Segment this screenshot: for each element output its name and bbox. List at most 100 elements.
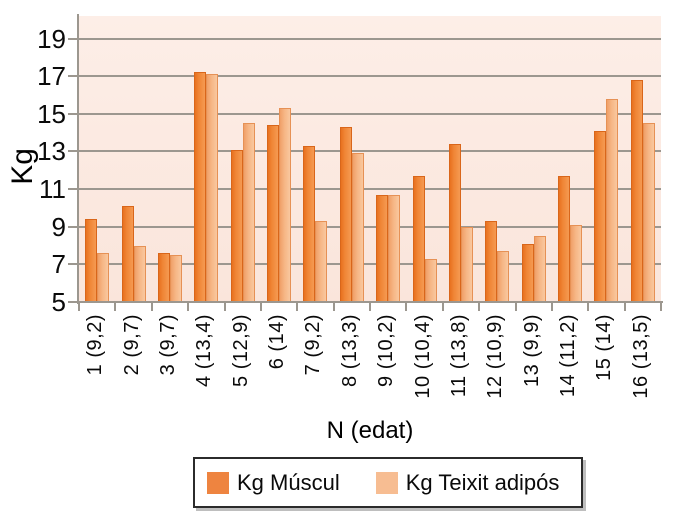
y-tick-11 xyxy=(68,188,78,191)
bar-adipos-15 xyxy=(606,98,619,302)
gridline-13 xyxy=(79,150,661,153)
bar-muscul-1 xyxy=(85,219,98,302)
y-tick-label-7: 7 xyxy=(51,249,66,280)
bar-adipos-1 xyxy=(97,253,110,302)
bar-adipos-7 xyxy=(315,221,328,302)
bar-adipos-2 xyxy=(133,245,146,302)
legend-label-muscul: Kg Múscul xyxy=(237,469,340,495)
x-tick-label-6: 6 (14) xyxy=(266,314,289,370)
bar-muscul-8 xyxy=(339,127,352,302)
y-axis-line xyxy=(77,14,79,304)
plot-area xyxy=(79,16,661,302)
x-tick-label-12: 12 (10,9) xyxy=(484,314,507,399)
gridline-15 xyxy=(79,112,661,115)
y-tick-9 xyxy=(68,225,78,228)
y-tick-label-9: 9 xyxy=(51,211,66,242)
x-tick-15 xyxy=(623,302,626,311)
y-tick-label-13: 13 xyxy=(37,136,66,167)
bar-muscul-14 xyxy=(558,175,571,302)
bar-adipos-11 xyxy=(460,226,473,302)
bar-adipos-4 xyxy=(206,74,219,302)
x-tick-6 xyxy=(296,302,299,311)
x-tick-label-13: 13 (9,9) xyxy=(520,314,543,387)
gridline-19 xyxy=(79,37,661,40)
y-tick-7 xyxy=(68,263,78,266)
x-tick-label-14: 14 (11,2) xyxy=(557,314,580,398)
legend: Kg Múscul Kg Teixit adipós xyxy=(193,457,583,508)
x-tick-9 xyxy=(405,302,408,311)
muscul-swatch-icon xyxy=(207,471,229,494)
x-tick-label-7: 7 (9,2) xyxy=(302,314,325,376)
bar-muscul-4 xyxy=(194,72,207,302)
x-tick-5 xyxy=(259,302,262,311)
legend-label-adipos: Kg Teixit adipós xyxy=(405,469,560,495)
x-tick-16 xyxy=(660,302,662,311)
bar-adipos-13 xyxy=(533,236,546,302)
x-tick-14 xyxy=(587,302,590,311)
x-tick-12 xyxy=(514,302,517,311)
y-tick-19 xyxy=(68,37,78,40)
y-tick-label-19: 19 xyxy=(37,23,66,54)
y-tick-13 xyxy=(68,150,78,153)
y-tick-15 xyxy=(68,112,78,115)
gridline-9 xyxy=(79,225,661,228)
x-tick-label-4: 4 (13,4) xyxy=(193,314,216,387)
bar-muscul-16 xyxy=(630,79,643,302)
bar-muscul-12 xyxy=(485,221,498,302)
x-tick-4 xyxy=(223,302,226,311)
x-tick-label-3: 3 (9,7) xyxy=(156,314,179,376)
x-tick-label-1: 1 (9,2) xyxy=(84,314,107,376)
x-tick-2 xyxy=(150,302,153,311)
x-tick-label-16: 16 (13,5) xyxy=(629,314,652,399)
bar-muscul-2 xyxy=(121,206,134,302)
x-tick-11 xyxy=(478,302,481,311)
x-tick-label-10: 10 (10,4) xyxy=(411,314,434,399)
y-tick-label-15: 15 xyxy=(37,98,66,129)
y-tick-label-17: 17 xyxy=(37,61,66,92)
gridline-7 xyxy=(79,263,661,266)
x-tick-label-5: 5 (12,9) xyxy=(229,314,252,387)
bar-adipos-16 xyxy=(642,123,655,302)
x-tick-7 xyxy=(332,302,335,311)
adipos-swatch-icon xyxy=(375,471,398,494)
bar-muscul-5 xyxy=(230,149,243,302)
bar-muscul-15 xyxy=(594,130,607,302)
bar-adipos-12 xyxy=(497,251,510,302)
bar-muscul-7 xyxy=(303,145,316,302)
y-tick-5 xyxy=(68,301,78,303)
bar-muscul-13 xyxy=(521,243,534,302)
bar-adipos-6 xyxy=(279,108,292,302)
bar-muscul-3 xyxy=(157,253,170,302)
x-tick-1 xyxy=(114,302,117,311)
y-tick-label-5: 5 xyxy=(51,287,66,317)
bar-muscul-10 xyxy=(412,175,425,302)
x-tick-13 xyxy=(550,302,553,311)
x-tick-label-15: 15 (14) xyxy=(593,314,616,381)
y-tick-label-11: 11 xyxy=(39,174,66,205)
x-tick-3 xyxy=(187,302,190,311)
x-tick-10 xyxy=(441,302,444,311)
bar-adipos-5 xyxy=(242,123,255,302)
gridline-17 xyxy=(79,75,661,78)
x-axis-line xyxy=(77,301,663,303)
y-axis-title: Kg xyxy=(6,148,39,185)
bar-muscul-9 xyxy=(376,194,389,302)
x-axis-title: N (edat) xyxy=(326,417,414,444)
x-tick-8 xyxy=(369,302,371,311)
bar-muscul-11 xyxy=(448,143,461,302)
x-tick-label-11: 11 (13,8) xyxy=(447,314,470,398)
x-tick-0 xyxy=(78,302,80,311)
gridline-11 xyxy=(79,188,661,191)
x-tick-label-2: 2 (9,7) xyxy=(120,314,143,376)
bar-adipos-10 xyxy=(424,258,437,302)
bar-muscul-6 xyxy=(267,125,280,302)
bar-adipos-14 xyxy=(570,224,583,302)
bar-adipos-8 xyxy=(351,153,364,302)
x-tick-label-8: 8 (13,3) xyxy=(338,314,361,387)
bar-adipos-3 xyxy=(169,254,182,302)
bar-adipos-9 xyxy=(388,194,401,302)
legend-item-muscul: Kg Múscul xyxy=(207,470,340,496)
y-tick-17 xyxy=(68,75,78,78)
x-tick-label-9: 9 (10,2) xyxy=(375,314,398,387)
